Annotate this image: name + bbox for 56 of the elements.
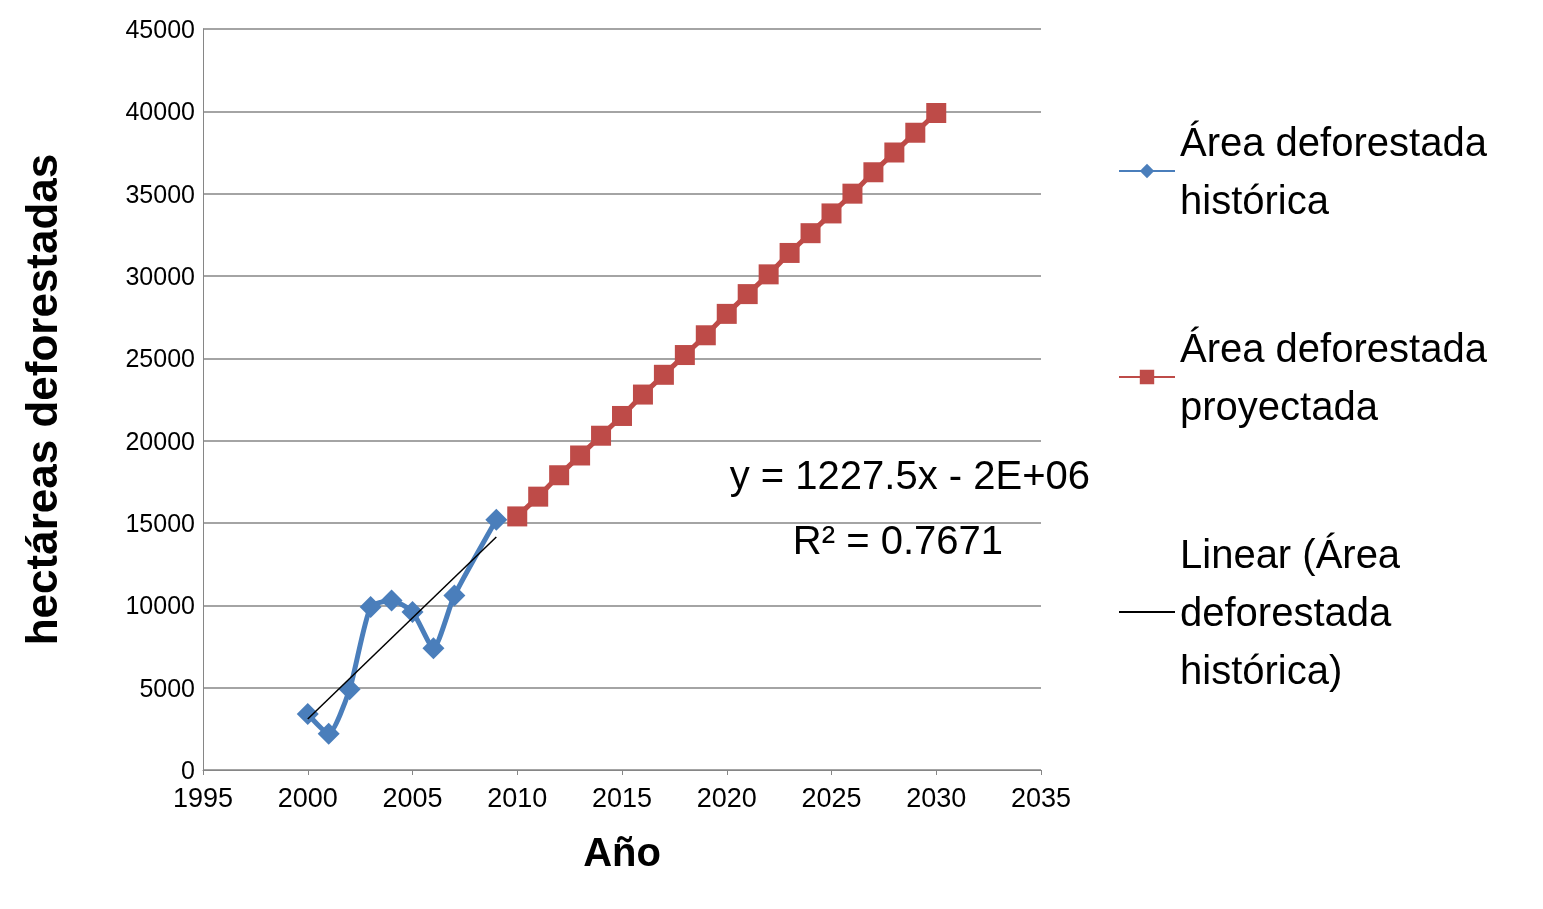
x-tick-label: 2030 — [906, 782, 967, 813]
annotation: y = 1227.5x - 2E+06 — [729, 453, 1091, 497]
point — [905, 122, 926, 143]
point — [401, 600, 424, 623]
annotation: R² = 0.7671 — [792, 518, 1003, 562]
x-tick-label: 2010 — [487, 782, 548, 813]
x-tick-label: 2025 — [801, 782, 862, 813]
point — [779, 242, 800, 263]
legend-label: Área deforestada histórica — [1180, 120, 1498, 222]
x-tick-label: 1995 — [172, 782, 234, 813]
point — [926, 102, 947, 123]
x-tick-label: 2015 — [591, 782, 653, 813]
y-tick-label: 0 — [181, 756, 195, 784]
point — [380, 589, 403, 612]
point — [485, 508, 508, 531]
point — [842, 183, 863, 204]
point — [821, 203, 842, 224]
point — [549, 465, 570, 486]
y-tick-label: 20000 — [125, 426, 195, 455]
point — [359, 595, 382, 618]
legend-label: Área deforestada proyectada — [1180, 326, 1498, 428]
point — [758, 264, 779, 285]
point — [338, 678, 361, 701]
y-tick-label: 5000 — [139, 673, 195, 702]
x-tick-label: 2035 — [1010, 782, 1072, 813]
y-tick-label: 30000 — [125, 262, 195, 290]
point — [695, 325, 716, 346]
point — [612, 405, 632, 426]
x-tick-label: 2000 — [277, 782, 338, 813]
y-axis-title: hectáreas deforestadas — [16, 153, 66, 646]
y-tick-label: 40000 — [125, 97, 195, 126]
point — [591, 425, 612, 446]
x-tick-label: 2020 — [696, 782, 757, 813]
x-axis-title: Año — [583, 830, 661, 874]
point — [800, 223, 821, 244]
point — [674, 345, 695, 366]
point — [296, 703, 319, 726]
point — [653, 364, 674, 385]
point — [422, 637, 445, 660]
y-tick-label: 35000 — [125, 179, 195, 208]
point — [884, 142, 905, 163]
y-tick-label: 10000 — [125, 591, 195, 620]
point — [507, 506, 528, 527]
y-tick-label: 25000 — [125, 344, 195, 373]
y-tick-label: 45000 — [125, 15, 195, 43]
point — [528, 486, 549, 507]
point — [570, 445, 591, 466]
legend-label: Linear (Área deforestada histórica) — [1180, 532, 1412, 692]
point — [632, 384, 653, 405]
point — [863, 162, 884, 183]
point — [443, 584, 466, 607]
point — [716, 303, 737, 324]
point — [317, 722, 340, 745]
y-tick-label: 15000 — [125, 509, 195, 537]
x-tick-label: 2005 — [382, 782, 443, 813]
point — [737, 284, 758, 305]
